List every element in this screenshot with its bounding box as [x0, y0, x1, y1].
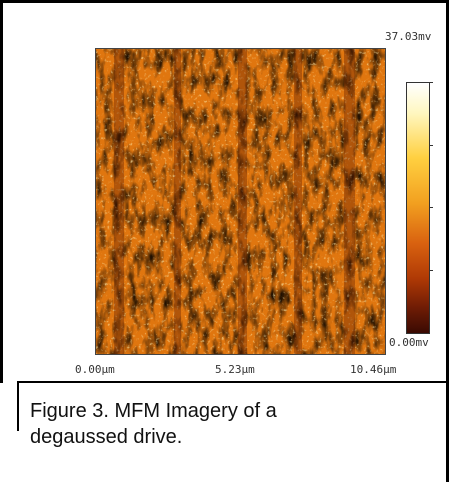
- colorbar-tick: [429, 207, 433, 208]
- mfm-scan-texture: [96, 49, 385, 354]
- caption-line-1: Figure 3. MFM Imagery of a: [30, 400, 277, 422]
- colorbar-tick: [429, 82, 433, 83]
- mfm-scan-image: [95, 48, 386, 355]
- caption-line-2: degaussed drive.: [30, 426, 183, 448]
- frame-border-top: [0, 0, 449, 3]
- caption-border-left: [17, 383, 19, 431]
- mfm-image-panel: 37.03mv 0.00mv 0.00µm 5.23µm 10.46µm: [19, 18, 434, 379]
- frame-border-right: [446, 0, 449, 482]
- colorbar-min-label: 0.00mv: [389, 336, 429, 349]
- frame-border-left: [0, 0, 3, 383]
- figure-caption: Figure 3. MFM Imagery of a degaussed dri…: [30, 398, 430, 450]
- colorbar-tick: [429, 270, 433, 271]
- caption-divider: [17, 381, 449, 383]
- colorbar-tick: [429, 145, 433, 146]
- colorbar: [406, 82, 430, 334]
- colorbar-max-label: 37.03mv: [385, 30, 432, 43]
- x-tick-label: 0.00µm: [75, 363, 115, 376]
- x-tick-label: 10.46µm: [350, 363, 397, 376]
- x-tick-label: 5.23µm: [215, 363, 255, 376]
